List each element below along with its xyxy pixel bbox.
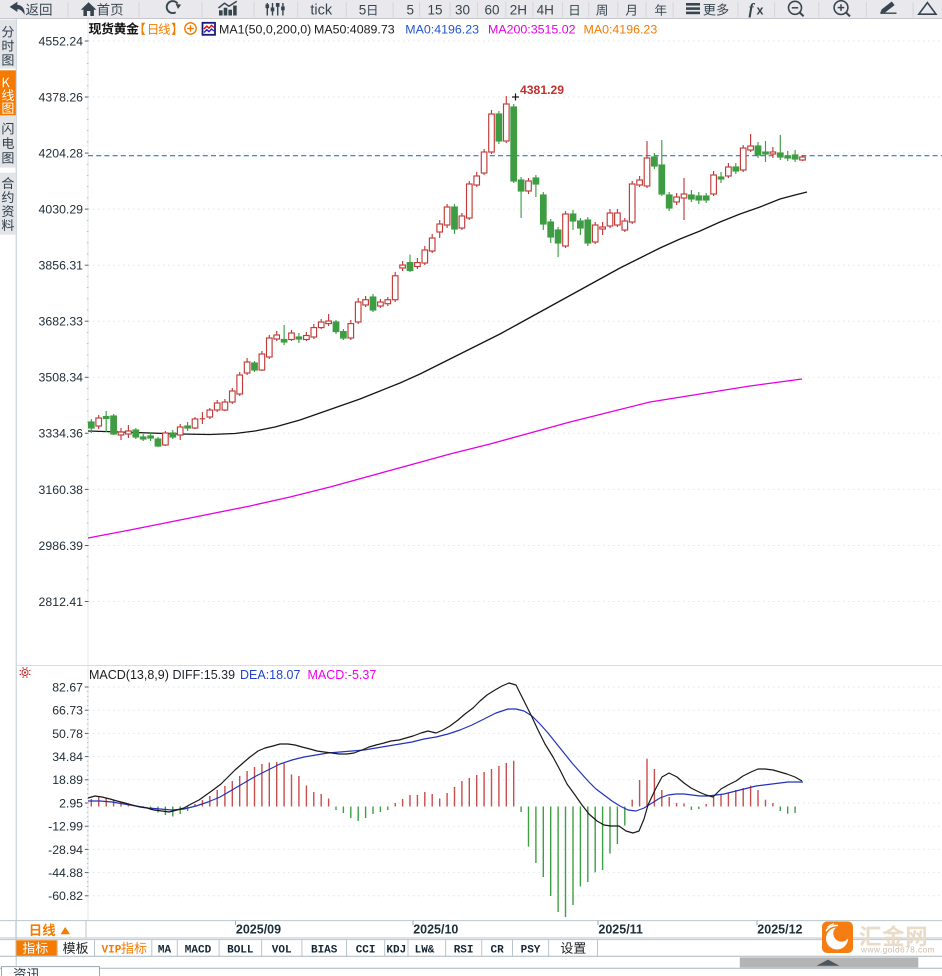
svg-text:3682.33: 3682.33 [39, 315, 84, 329]
svg-text:2812.41: 2812.41 [39, 595, 84, 609]
svg-text:KDJ: KDJ [386, 944, 406, 956]
svg-text:MA0:4196.23: MA0:4196.23 [584, 23, 658, 37]
svg-text:MA1(50,0,200,0): MA1(50,0,200,0) [219, 23, 311, 37]
svg-text:2.95: 2.95 [59, 796, 83, 810]
svg-text:5: 5 [406, 3, 414, 18]
svg-text:4204.28: 4204.28 [39, 147, 84, 161]
svg-text:-44.88: -44.88 [48, 866, 83, 880]
svg-text:15: 15 [427, 3, 442, 18]
svg-text:3160.38: 3160.38 [39, 483, 84, 497]
svg-text:50.78: 50.78 [52, 727, 83, 741]
svg-text:MA: MA [158, 944, 172, 956]
svg-text:VOL: VOL [272, 944, 292, 956]
svg-text:-12.99: -12.99 [48, 820, 83, 834]
svg-text:MACD(13,8,9): MACD(13,8,9) [89, 668, 169, 682]
svg-text:MACD: MACD [185, 944, 212, 956]
svg-text:3334.36: 3334.36 [39, 427, 84, 441]
svg-text:CR: CR [490, 944, 504, 956]
svg-text:30: 30 [455, 3, 470, 18]
svg-text:3508.34: 3508.34 [39, 371, 84, 385]
svg-text:MA200:3515.02: MA200:3515.02 [488, 23, 576, 37]
svg-text:VIP: VIP [102, 944, 122, 956]
svg-text:CCI: CCI [356, 944, 376, 956]
svg-text:3856.31: 3856.31 [39, 259, 84, 273]
svg-text:www.gold678.com: www.gold678.com [860, 945, 935, 955]
svg-text:-60.82: -60.82 [48, 889, 83, 903]
svg-text:2025/10: 2025/10 [413, 922, 458, 936]
svg-text:RSI: RSI [454, 944, 474, 956]
svg-text:DEA:18.07: DEA:18.07 [240, 668, 301, 682]
svg-text:4030.29: 4030.29 [39, 203, 84, 217]
svg-text:4381.29: 4381.29 [520, 83, 564, 97]
svg-text:PSY: PSY [521, 944, 541, 956]
svg-text:LW&: LW& [415, 944, 435, 956]
svg-text:4378.26: 4378.26 [39, 91, 84, 105]
svg-text:DIFF:15.39: DIFF:15.39 [173, 668, 236, 682]
svg-text:34.84: 34.84 [52, 750, 83, 764]
svg-text:82.67: 82.67 [52, 680, 83, 694]
svg-text:2986.39: 2986.39 [39, 539, 84, 553]
svg-text:2025/09: 2025/09 [236, 922, 281, 936]
svg-text:2H: 2H [510, 3, 527, 18]
svg-text:MA50:4089.73: MA50:4089.73 [314, 23, 395, 37]
svg-text:x: x [757, 4, 764, 18]
svg-text:66.73: 66.73 [52, 704, 83, 718]
svg-text:BOLL: BOLL [227, 944, 254, 956]
svg-text:BIAS: BIAS [311, 944, 338, 956]
svg-text:5: 5 [359, 3, 367, 18]
svg-text:18.89: 18.89 [52, 773, 83, 787]
svg-text:2025/12: 2025/12 [757, 922, 802, 936]
svg-text:2025/11: 2025/11 [598, 922, 643, 936]
svg-text:60: 60 [484, 3, 499, 18]
svg-text:4552.24: 4552.24 [39, 34, 84, 48]
svg-text:-28.94: -28.94 [48, 843, 83, 857]
svg-text:tick: tick [310, 3, 333, 19]
svg-text:4H: 4H [537, 3, 554, 18]
svg-text:MA0:4196.23: MA0:4196.23 [405, 23, 479, 37]
svg-text:MACD:-5.37: MACD:-5.37 [308, 668, 377, 682]
svg-text:f: f [749, 1, 756, 18]
